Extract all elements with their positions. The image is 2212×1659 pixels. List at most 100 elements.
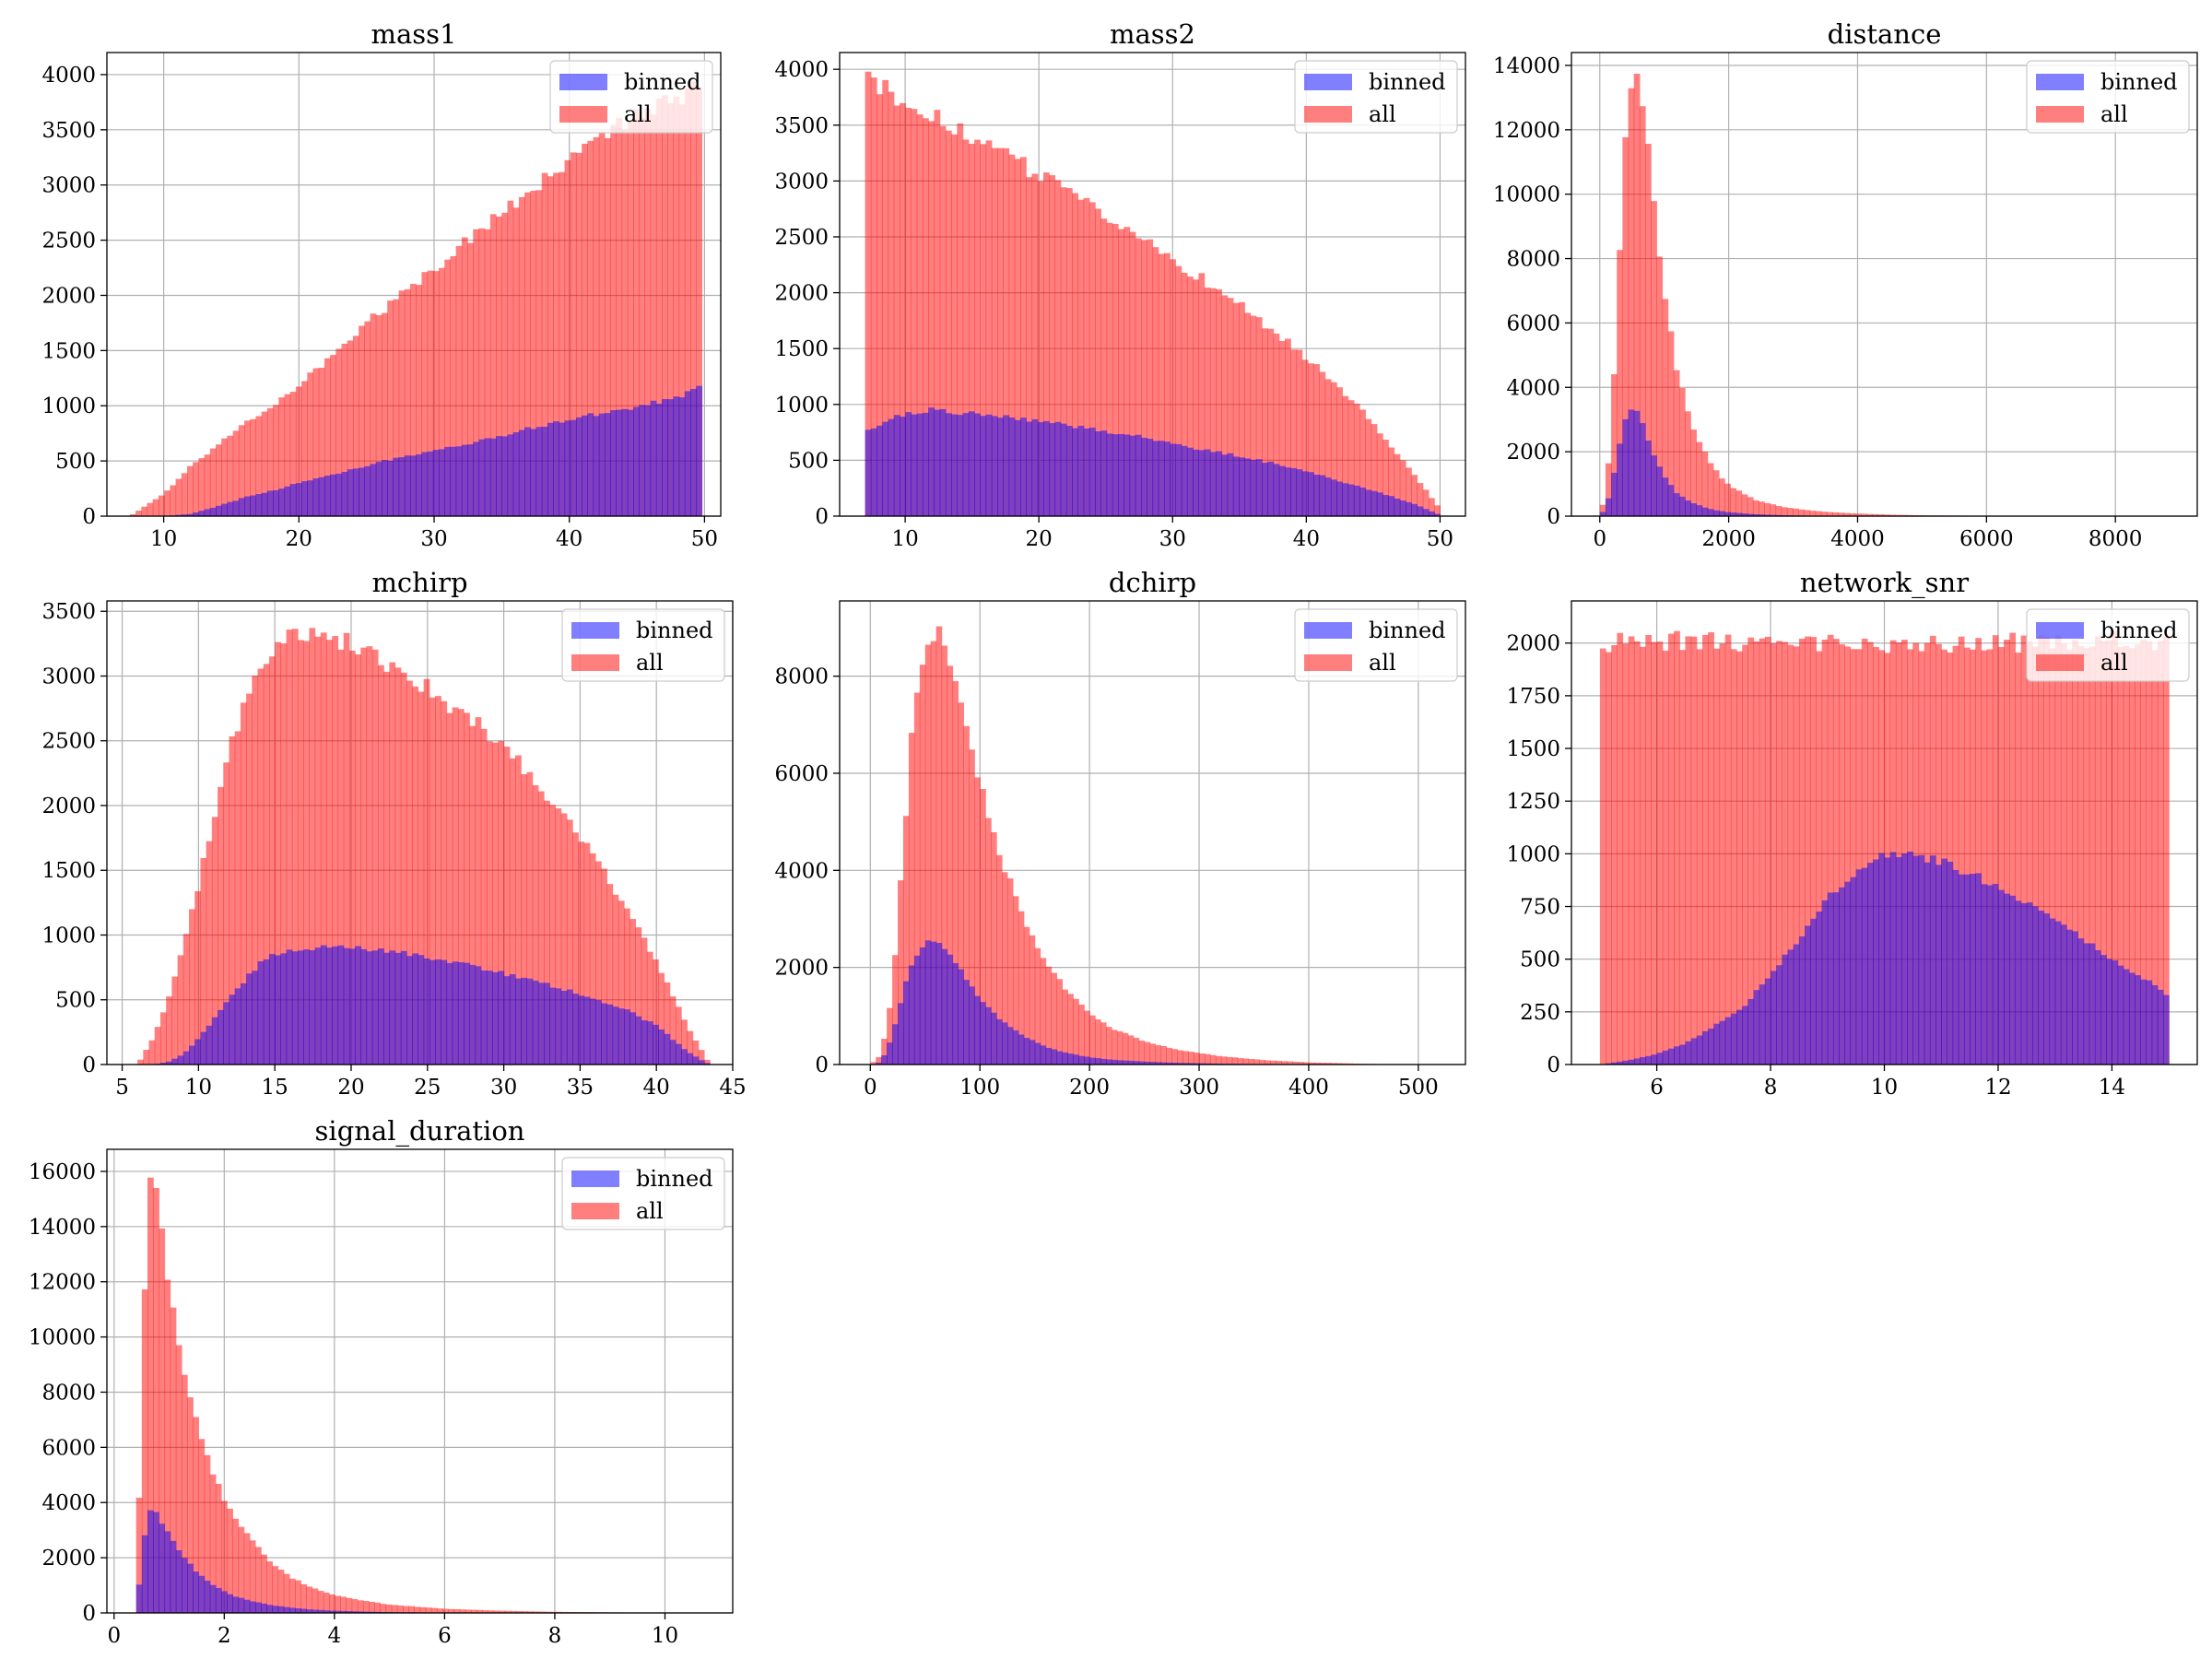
bar-all (991, 147, 998, 516)
bar-all (2157, 641, 2164, 1065)
bar-binned (435, 959, 441, 1065)
bar-all (1850, 649, 1857, 1065)
bar-binned (555, 988, 562, 1065)
bar-all (985, 818, 992, 1065)
legend-label-binned: binned (636, 1166, 713, 1192)
bar-binned (1008, 418, 1016, 516)
bar-binned (905, 412, 912, 516)
bar-binned (412, 953, 419, 1065)
bar-binned (1406, 501, 1412, 516)
bar-all (1265, 1060, 1271, 1065)
bar-all (980, 144, 987, 516)
bar-binned (1884, 857, 1891, 1065)
bar-all (980, 789, 986, 1065)
bar-binned (1673, 493, 1680, 516)
bar-all (538, 1611, 546, 1613)
bar-all (455, 245, 463, 516)
legend-label-all: all (2100, 101, 2128, 127)
bar-binned (189, 1045, 195, 1065)
bar-all (1160, 1045, 1167, 1065)
bar-binned (627, 409, 634, 516)
series-all (135, 1177, 704, 1613)
bar-binned (2026, 902, 2033, 1065)
bar-all (206, 841, 213, 1065)
bar-binned (2123, 969, 2130, 1065)
bar-binned (865, 429, 872, 516)
x-tick-label: 30 (420, 527, 447, 551)
bar-all (249, 1540, 256, 1613)
bar-all (1149, 1043, 1157, 1065)
bar-binned (876, 1062, 882, 1065)
bar-all (387, 300, 394, 516)
y-tick-label: 6000 (774, 762, 829, 786)
bar-binned (432, 450, 440, 516)
bar-all (560, 813, 568, 1065)
bar-all (566, 819, 573, 1065)
bar-binned (524, 427, 531, 516)
bar-all (1008, 154, 1016, 516)
bar-all (968, 144, 975, 516)
bar-binned (541, 427, 548, 516)
bar-all (1051, 972, 1058, 1065)
bar-all (1248, 1059, 1255, 1065)
bar-all (1072, 193, 1078, 517)
bar-all (1166, 1047, 1172, 1065)
bar-all (1633, 74, 1641, 517)
bar-binned (1267, 461, 1275, 516)
bar-binned (2015, 900, 2022, 1065)
x-tick-label: 300 (1179, 1076, 1219, 1100)
bar-all (509, 758, 516, 1065)
bar-all (527, 1611, 535, 1613)
bar-binned (1095, 1058, 1101, 1065)
bar-all (182, 934, 190, 1065)
bar-all (669, 996, 677, 1065)
bar-binned (326, 947, 333, 1065)
bar-all (467, 242, 474, 516)
bar-all (675, 1006, 682, 1065)
bar-binned (484, 438, 491, 516)
bar-binned (1685, 500, 1691, 516)
bar-all (254, 1547, 262, 1613)
bar-binned (893, 415, 900, 516)
bar-binned (2031, 906, 2039, 1065)
bar-all (1244, 312, 1252, 516)
bar-all (1313, 1062, 1321, 1065)
bar-all (1936, 643, 1942, 1065)
legend: binned all (1294, 608, 1458, 682)
bar-binned (291, 951, 299, 1065)
bar-binned (2146, 980, 2153, 1065)
y-tick-label: 750 (1520, 896, 1560, 920)
bar-all (252, 676, 259, 1065)
bar-binned (669, 1040, 677, 1065)
bar-binned (1690, 503, 1697, 516)
bar-all (2128, 648, 2136, 1065)
bar-all (892, 955, 899, 1065)
x-tick-label: 20 (1026, 527, 1053, 551)
bar-binned (175, 514, 182, 516)
bar-binned (1759, 514, 1765, 516)
bar-all (1077, 199, 1085, 516)
bar-all (1832, 639, 1840, 1065)
bar-all (1895, 642, 1902, 1065)
y-tick-label: 12000 (29, 1271, 96, 1295)
legend-label-binned: binned (1369, 618, 1446, 643)
bar-all (1775, 505, 1783, 516)
bar-binned (678, 397, 686, 516)
bar-all (268, 656, 276, 1065)
bar-all (396, 1605, 404, 1613)
bar-binned (515, 978, 522, 1065)
y-tick-label: 3500 (774, 114, 829, 138)
bar-binned (398, 457, 406, 516)
bar-binned (1138, 1061, 1146, 1065)
bar-binned (423, 958, 430, 1065)
bar-all (170, 1307, 177, 1613)
bar-all (1095, 1019, 1101, 1065)
bar-all (1259, 1060, 1265, 1065)
bar-binned (1056, 1051, 1063, 1065)
bar-binned (1622, 418, 1630, 516)
x-tick-label: 10 (185, 1076, 212, 1100)
bar-binned (328, 1610, 335, 1613)
bar-all (985, 140, 993, 516)
bar-all (261, 411, 268, 516)
bar-binned (655, 404, 663, 516)
